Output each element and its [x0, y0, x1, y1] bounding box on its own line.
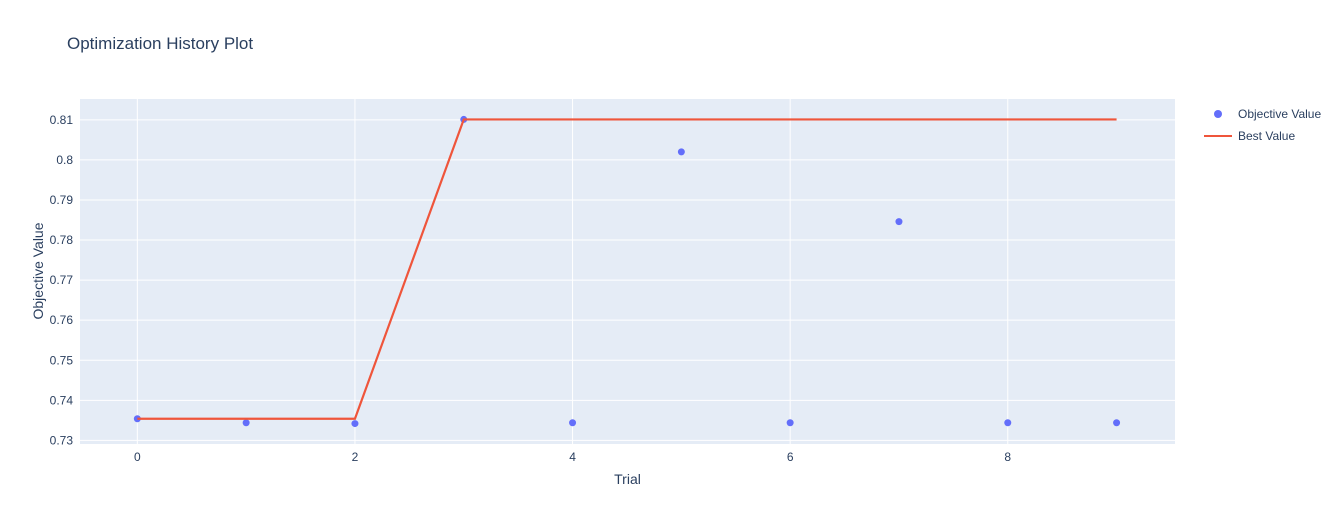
- legend: Objective Value Best Value: [1203, 103, 1321, 147]
- line-segment-icon: [1204, 135, 1232, 137]
- y-tick-label: 0.73: [50, 433, 74, 447]
- legend-label-objective-value: Objective Value: [1238, 107, 1322, 121]
- chart-title: Optimization History Plot: [67, 34, 254, 53]
- objective-point[interactable]: [677, 148, 685, 156]
- objective-point[interactable]: [351, 420, 359, 428]
- y-tick-label: 0.81: [50, 113, 74, 127]
- y-tick-label: 0.78: [50, 233, 74, 247]
- y-tick-label: 0.74: [50, 393, 74, 407]
- x-axis-title: Trial: [614, 471, 641, 487]
- x-tick-labels: 0 2 4 6 8: [134, 450, 1011, 464]
- line-marker-icon: [1203, 135, 1233, 137]
- objective-point[interactable]: [242, 419, 250, 427]
- x-tick-label: 4: [569, 450, 576, 464]
- y-tick-label: 0.79: [50, 193, 74, 207]
- legend-item-best-value[interactable]: Best Value: [1203, 125, 1321, 147]
- dot-icon: [1214, 110, 1222, 118]
- y-tick-label: 0.8: [56, 153, 73, 167]
- y-tick-label: 0.75: [50, 353, 74, 367]
- y-tick-label: 0.77: [50, 273, 74, 287]
- x-tick-label: 0: [134, 450, 141, 464]
- objective-point[interactable]: [786, 419, 794, 427]
- y-axis-title: Objective Value: [30, 222, 46, 320]
- legend-label-best-value: Best Value: [1238, 129, 1296, 143]
- objective-point[interactable]: [1113, 419, 1121, 427]
- x-tick-label: 2: [352, 450, 359, 464]
- plot-background: [80, 99, 1175, 444]
- x-tick-label: 8: [1004, 450, 1011, 464]
- scatter-marker-icon: [1203, 110, 1233, 118]
- y-tick-label: 0.76: [50, 313, 74, 327]
- y-tick-labels: 0.73 0.74 0.75 0.76 0.77 0.78 0.79 0.8 0.81: [50, 113, 74, 448]
- objective-point[interactable]: [569, 419, 577, 427]
- objective-point[interactable]: [895, 218, 903, 226]
- objective-point[interactable]: [1004, 419, 1012, 427]
- best-value-line[interactable]: [137, 118, 1117, 420]
- legend-item-objective-value[interactable]: Objective Value: [1203, 103, 1321, 125]
- x-tick-label: 6: [787, 450, 794, 464]
